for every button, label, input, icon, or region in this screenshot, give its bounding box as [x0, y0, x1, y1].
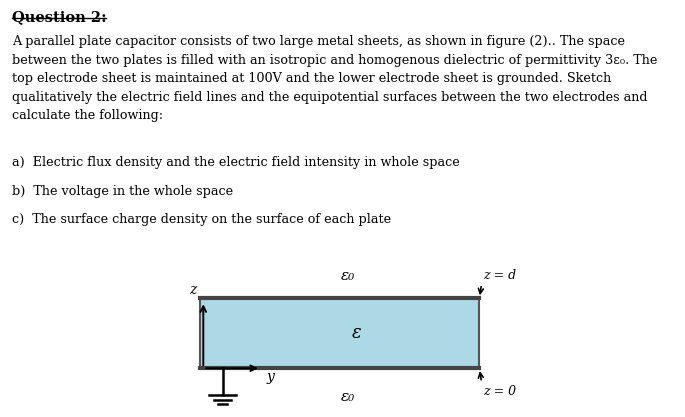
Text: b)  The voltage in the whole space: b) The voltage in the whole space — [12, 185, 234, 198]
Text: c)  The surface charge density on the surface of each plate: c) The surface charge density on the sur… — [12, 213, 391, 226]
Text: y: y — [267, 370, 275, 384]
Text: z = d: z = d — [484, 269, 516, 281]
Bar — [200, 298, 479, 368]
Text: ε₀: ε₀ — [341, 269, 355, 283]
Text: a)  Electric flux density and the electric field intensity in whole space: a) Electric flux density and the electri… — [12, 156, 460, 169]
Text: ε₀: ε₀ — [341, 390, 355, 404]
Text: Question 2:: Question 2: — [12, 10, 107, 25]
Text: z: z — [190, 283, 197, 296]
Text: z = 0: z = 0 — [484, 385, 516, 398]
Text: A parallel plate capacitor consists of two large metal sheets, as shown in figur: A parallel plate capacitor consists of t… — [12, 35, 658, 123]
Text: ε: ε — [351, 324, 361, 342]
